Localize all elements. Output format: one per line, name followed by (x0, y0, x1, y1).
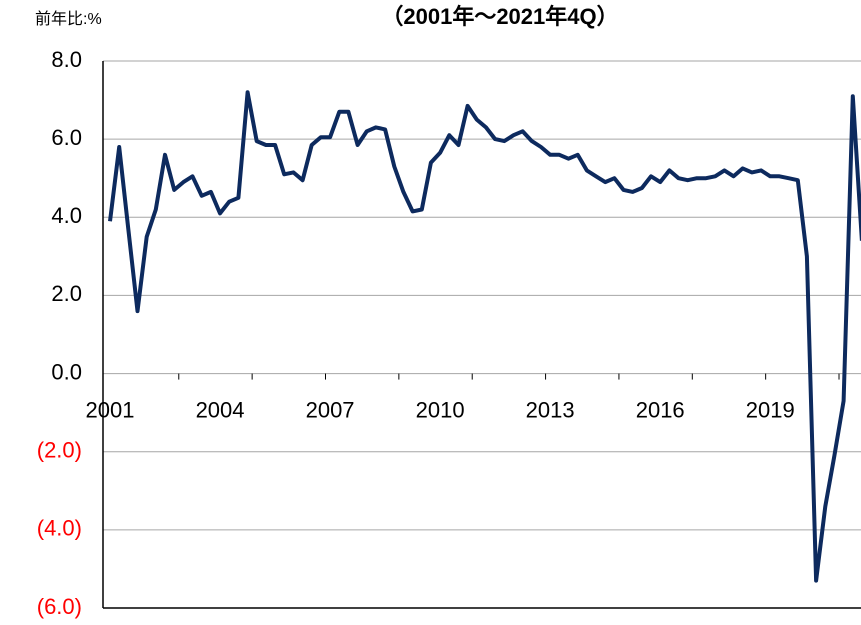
y-tick-label: (6.0) (37, 594, 82, 619)
y-axis-label: 前年比:% (35, 10, 102, 28)
y-tick-label: 4.0 (51, 203, 82, 228)
x-tick-label: 2004 (196, 397, 245, 422)
chart-title: （2001年～2021年4Q） (381, 4, 618, 29)
x-tick-label: 2007 (306, 397, 355, 422)
x-tick-label: 2010 (416, 397, 465, 422)
x-tick-label: 2019 (746, 397, 795, 422)
y-tick-label: 2.0 (51, 281, 82, 306)
y-tick-label: 0.0 (51, 359, 82, 384)
y-tick-label: (2.0) (37, 438, 82, 463)
data-line (108, 90, 861, 583)
x-tick-label: 2001 (86, 397, 135, 422)
x-tick-label: 2013 (526, 397, 575, 422)
y-tick-label: 8.0 (51, 47, 82, 72)
labels: 8.0 6.0 4.0 2.0 0.0 (2.0) (4.0) (6.0) 2001 2004 20… (37, 47, 795, 619)
plot-area (108, 90, 861, 583)
y-tick-label: (4.0) (37, 516, 82, 541)
x-tick-label: 2016 (636, 397, 685, 422)
y-tick-label: 6.0 (51, 125, 82, 150)
grid (102, 60, 861, 609)
